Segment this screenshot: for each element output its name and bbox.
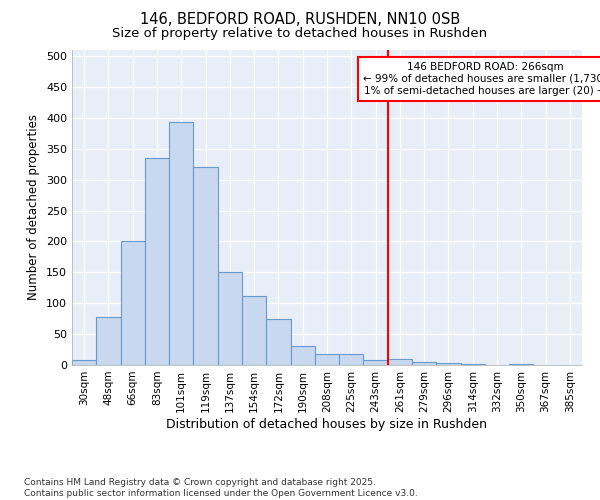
Bar xyxy=(169,122,193,365)
Bar xyxy=(509,364,533,365)
Bar xyxy=(339,354,364,365)
Bar xyxy=(121,242,145,365)
Y-axis label: Number of detached properties: Number of detached properties xyxy=(28,114,40,300)
Bar xyxy=(315,354,339,365)
X-axis label: Distribution of detached houses by size in Rushden: Distribution of detached houses by size … xyxy=(167,418,487,430)
Bar xyxy=(388,359,412,365)
Text: 146 BEDFORD ROAD: 266sqm
← 99% of detached houses are smaller (1,730)
1% of semi: 146 BEDFORD ROAD: 266sqm ← 99% of detach… xyxy=(363,62,600,96)
Bar xyxy=(266,318,290,365)
Bar xyxy=(290,346,315,365)
Bar xyxy=(364,360,388,365)
Text: Contains HM Land Registry data © Crown copyright and database right 2025.
Contai: Contains HM Land Registry data © Crown c… xyxy=(24,478,418,498)
Bar xyxy=(412,362,436,365)
Text: Size of property relative to detached houses in Rushden: Size of property relative to detached ho… xyxy=(112,28,488,40)
Bar xyxy=(72,360,96,365)
Text: 146, BEDFORD ROAD, RUSHDEN, NN10 0SB: 146, BEDFORD ROAD, RUSHDEN, NN10 0SB xyxy=(140,12,460,28)
Bar xyxy=(242,296,266,365)
Bar xyxy=(96,317,121,365)
Bar xyxy=(193,168,218,365)
Bar xyxy=(436,363,461,365)
Bar xyxy=(145,158,169,365)
Bar xyxy=(218,272,242,365)
Bar xyxy=(461,364,485,365)
